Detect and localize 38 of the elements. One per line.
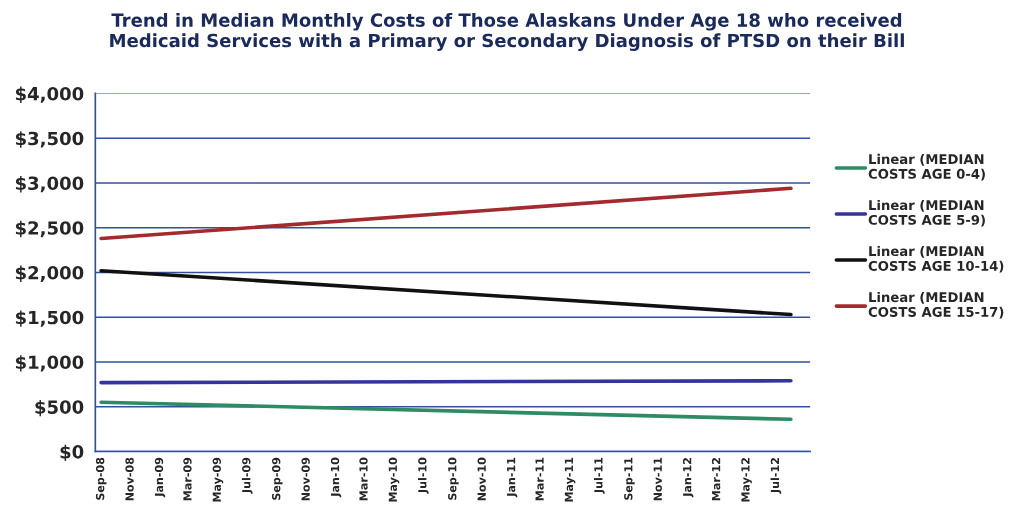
x-tick-label: Sep-09 bbox=[271, 457, 283, 500]
x-tick-label: Jan-11 bbox=[507, 457, 518, 498]
x-tick-label: Jan-09 bbox=[154, 457, 166, 498]
x-tick-label: May-09 bbox=[212, 457, 224, 502]
legend-label: Linear (MEDIAN COSTS AGE 10-14) bbox=[868, 245, 1004, 273]
y-tick-label: $2,500 bbox=[15, 220, 84, 238]
x-tick-label: Nov-11 bbox=[653, 457, 662, 501]
y-tick-label: $4,000 bbox=[15, 86, 84, 103]
legend-label: Linear (MEDIAN COSTS AGE 0-4) bbox=[868, 153, 985, 181]
y-tick-label: $1,500 bbox=[15, 310, 84, 327]
y-tick-label: $0 bbox=[60, 444, 84, 462]
x-tick-label: Mar-09 bbox=[183, 457, 192, 501]
x-tick-label: Sep-10 bbox=[448, 457, 459, 500]
x-tick-label: Jan-12 bbox=[682, 458, 694, 498]
legend-label: Linear (MEDIAN COSTS AGE 15-17) bbox=[868, 291, 1004, 319]
x-tick-label: Nov-09 bbox=[301, 457, 310, 501]
x-tick-label: Sep-11 bbox=[624, 457, 635, 500]
chart-title: Trend in Median Monthly Costs of Those Alaskans Under Age 18 who received Medicaid Services with a Primary or Secondary Diagnosis of PTSD on their Bill bbox=[110, 12, 904, 51]
y-tick-label: $3,000 bbox=[15, 176, 84, 193]
x-tick-label: Nov-10 bbox=[477, 457, 486, 501]
x-tick-label: Mar-11 bbox=[535, 457, 544, 501]
x-tick-label: May-12 bbox=[741, 458, 752, 502]
x-tick-label: Sep-08 bbox=[95, 457, 107, 500]
y-tick-label: $1,000 bbox=[15, 355, 84, 372]
y-tick-label: $2,000 bbox=[15, 265, 84, 282]
x-tick-label: Jan-10 bbox=[330, 457, 342, 498]
x-tick-label: May-11 bbox=[564, 457, 576, 502]
x-tick-label: Jul-12 bbox=[770, 458, 782, 494]
x-tick-label: Jul-09 bbox=[241, 457, 253, 494]
x-tick-label: Mar-10 bbox=[359, 457, 368, 501]
legend-label: Linear (MEDIAN COSTS AGE 5-9) bbox=[868, 199, 985, 227]
x-tick-label: Jul-11 bbox=[594, 457, 605, 494]
y-tick-label: $500 bbox=[35, 399, 84, 417]
y-tick-label: $3,500 bbox=[15, 131, 84, 148]
x-tick-label: Nov-08 bbox=[125, 457, 134, 501]
x-tick-label: Jul-10 bbox=[417, 457, 429, 494]
x-tick-label: Mar-12 bbox=[711, 458, 721, 501]
x-tick-label: May-10 bbox=[388, 457, 400, 502]
